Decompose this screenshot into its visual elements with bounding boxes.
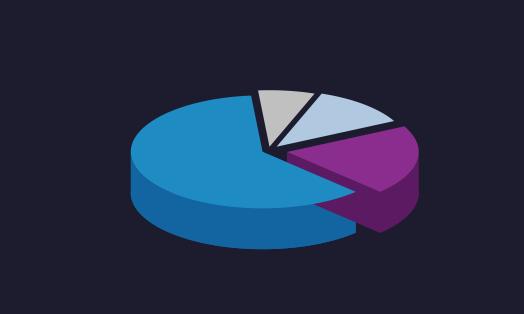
Polygon shape [263, 152, 356, 233]
Polygon shape [130, 152, 356, 249]
Polygon shape [287, 193, 419, 233]
Polygon shape [130, 95, 356, 208]
Polygon shape [287, 152, 380, 233]
Polygon shape [380, 152, 419, 233]
Polygon shape [287, 126, 419, 192]
Polygon shape [130, 193, 356, 249]
Polygon shape [277, 94, 394, 147]
Polygon shape [258, 90, 314, 147]
